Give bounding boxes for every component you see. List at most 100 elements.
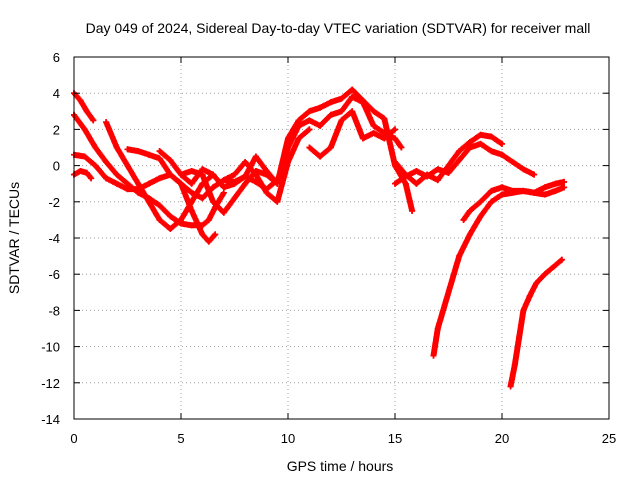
data-point bbox=[252, 168, 259, 175]
data-point bbox=[531, 171, 538, 178]
data-point bbox=[499, 184, 505, 191]
data-point bbox=[338, 95, 345, 102]
data-point bbox=[477, 131, 484, 138]
data-point bbox=[338, 108, 345, 115]
data-point bbox=[274, 198, 281, 205]
data-point bbox=[541, 271, 548, 278]
data-point bbox=[103, 119, 110, 126]
series-trace-1 bbox=[71, 90, 97, 124]
y-tick-label: -2 bbox=[48, 195, 60, 210]
data-point bbox=[402, 180, 409, 187]
data-point bbox=[83, 169, 90, 176]
data-point bbox=[327, 99, 334, 106]
data-point bbox=[402, 173, 409, 180]
data-point bbox=[188, 222, 195, 229]
y-axis-label: SDTVAR / TECUs bbox=[6, 182, 22, 294]
data-point bbox=[124, 146, 131, 153]
data-point bbox=[499, 151, 505, 158]
data-point bbox=[199, 166, 206, 173]
data-point bbox=[520, 307, 527, 314]
data-point bbox=[178, 171, 184, 178]
data-point bbox=[156, 202, 163, 209]
data-point bbox=[263, 186, 270, 193]
data-point bbox=[392, 126, 398, 133]
data-point bbox=[520, 187, 527, 194]
data-point bbox=[317, 153, 324, 160]
y-tick-label: -10 bbox=[41, 340, 60, 355]
x-tick-label: 10 bbox=[281, 431, 295, 446]
data-point bbox=[274, 180, 281, 187]
data-point bbox=[349, 108, 356, 115]
data-point bbox=[188, 198, 195, 205]
data-point bbox=[338, 117, 345, 124]
data-point bbox=[488, 187, 495, 194]
data-point bbox=[392, 180, 398, 187]
data-point bbox=[456, 253, 463, 260]
data-point bbox=[295, 117, 302, 124]
data-point bbox=[212, 231, 219, 238]
data-point bbox=[460, 216, 467, 223]
data-point bbox=[509, 187, 516, 194]
data-point bbox=[466, 207, 473, 214]
grid-lines bbox=[74, 57, 609, 419]
data-point bbox=[507, 383, 514, 390]
data-point bbox=[477, 198, 484, 205]
data-point bbox=[381, 135, 388, 142]
data-point bbox=[552, 180, 559, 187]
y-tick-label: 0 bbox=[53, 159, 60, 174]
data-point bbox=[145, 151, 152, 158]
data-point bbox=[156, 216, 163, 223]
data-point bbox=[210, 198, 217, 205]
x-axis-label: GPS time / hours bbox=[287, 458, 394, 474]
data-point bbox=[317, 104, 324, 111]
data-point bbox=[477, 140, 484, 147]
data-point bbox=[561, 178, 568, 185]
data-point bbox=[370, 108, 377, 115]
data-point bbox=[456, 157, 463, 164]
y-tick-label: -6 bbox=[48, 267, 60, 282]
data-point bbox=[516, 334, 523, 341]
data-point bbox=[220, 177, 227, 184]
data-point bbox=[306, 144, 313, 151]
data-point bbox=[205, 238, 212, 245]
data-point bbox=[220, 209, 227, 216]
data-point bbox=[327, 144, 334, 151]
data-point bbox=[295, 135, 302, 142]
data-point bbox=[392, 135, 398, 142]
data-point bbox=[188, 189, 195, 196]
chart-title: Day 049 of 2024, Sidereal Day-to-day VTE… bbox=[86, 20, 591, 36]
data-point bbox=[306, 126, 313, 133]
x-tick-label: 20 bbox=[495, 431, 509, 446]
data-point bbox=[434, 166, 441, 173]
data-point bbox=[220, 189, 227, 196]
data-point bbox=[145, 180, 152, 187]
data-point bbox=[252, 178, 259, 185]
data-point bbox=[263, 168, 270, 175]
data-point bbox=[306, 108, 313, 115]
data-point bbox=[145, 198, 152, 205]
data-point bbox=[488, 148, 495, 155]
y-tick-label: -4 bbox=[48, 231, 60, 246]
data-point bbox=[77, 168, 84, 175]
y-tick-label: 4 bbox=[53, 86, 60, 101]
data-point bbox=[167, 157, 174, 164]
data-point bbox=[135, 180, 142, 187]
data-point bbox=[434, 325, 441, 332]
data-point bbox=[445, 289, 452, 296]
data-point bbox=[381, 115, 388, 122]
series-trace-15 bbox=[507, 256, 565, 390]
data-point bbox=[499, 140, 505, 147]
y-tick-label: -14 bbox=[41, 412, 60, 427]
data-point bbox=[242, 173, 249, 180]
data-series bbox=[71, 86, 568, 390]
data-point bbox=[511, 361, 518, 368]
series-trace-10 bbox=[306, 108, 398, 160]
data-point bbox=[488, 133, 495, 140]
data-point bbox=[359, 135, 366, 142]
series-trace-5 bbox=[103, 119, 217, 232]
data-point bbox=[156, 148, 163, 155]
data-point bbox=[430, 352, 437, 359]
data-point bbox=[103, 158, 110, 165]
data-point bbox=[242, 180, 249, 187]
data-point bbox=[242, 158, 249, 165]
